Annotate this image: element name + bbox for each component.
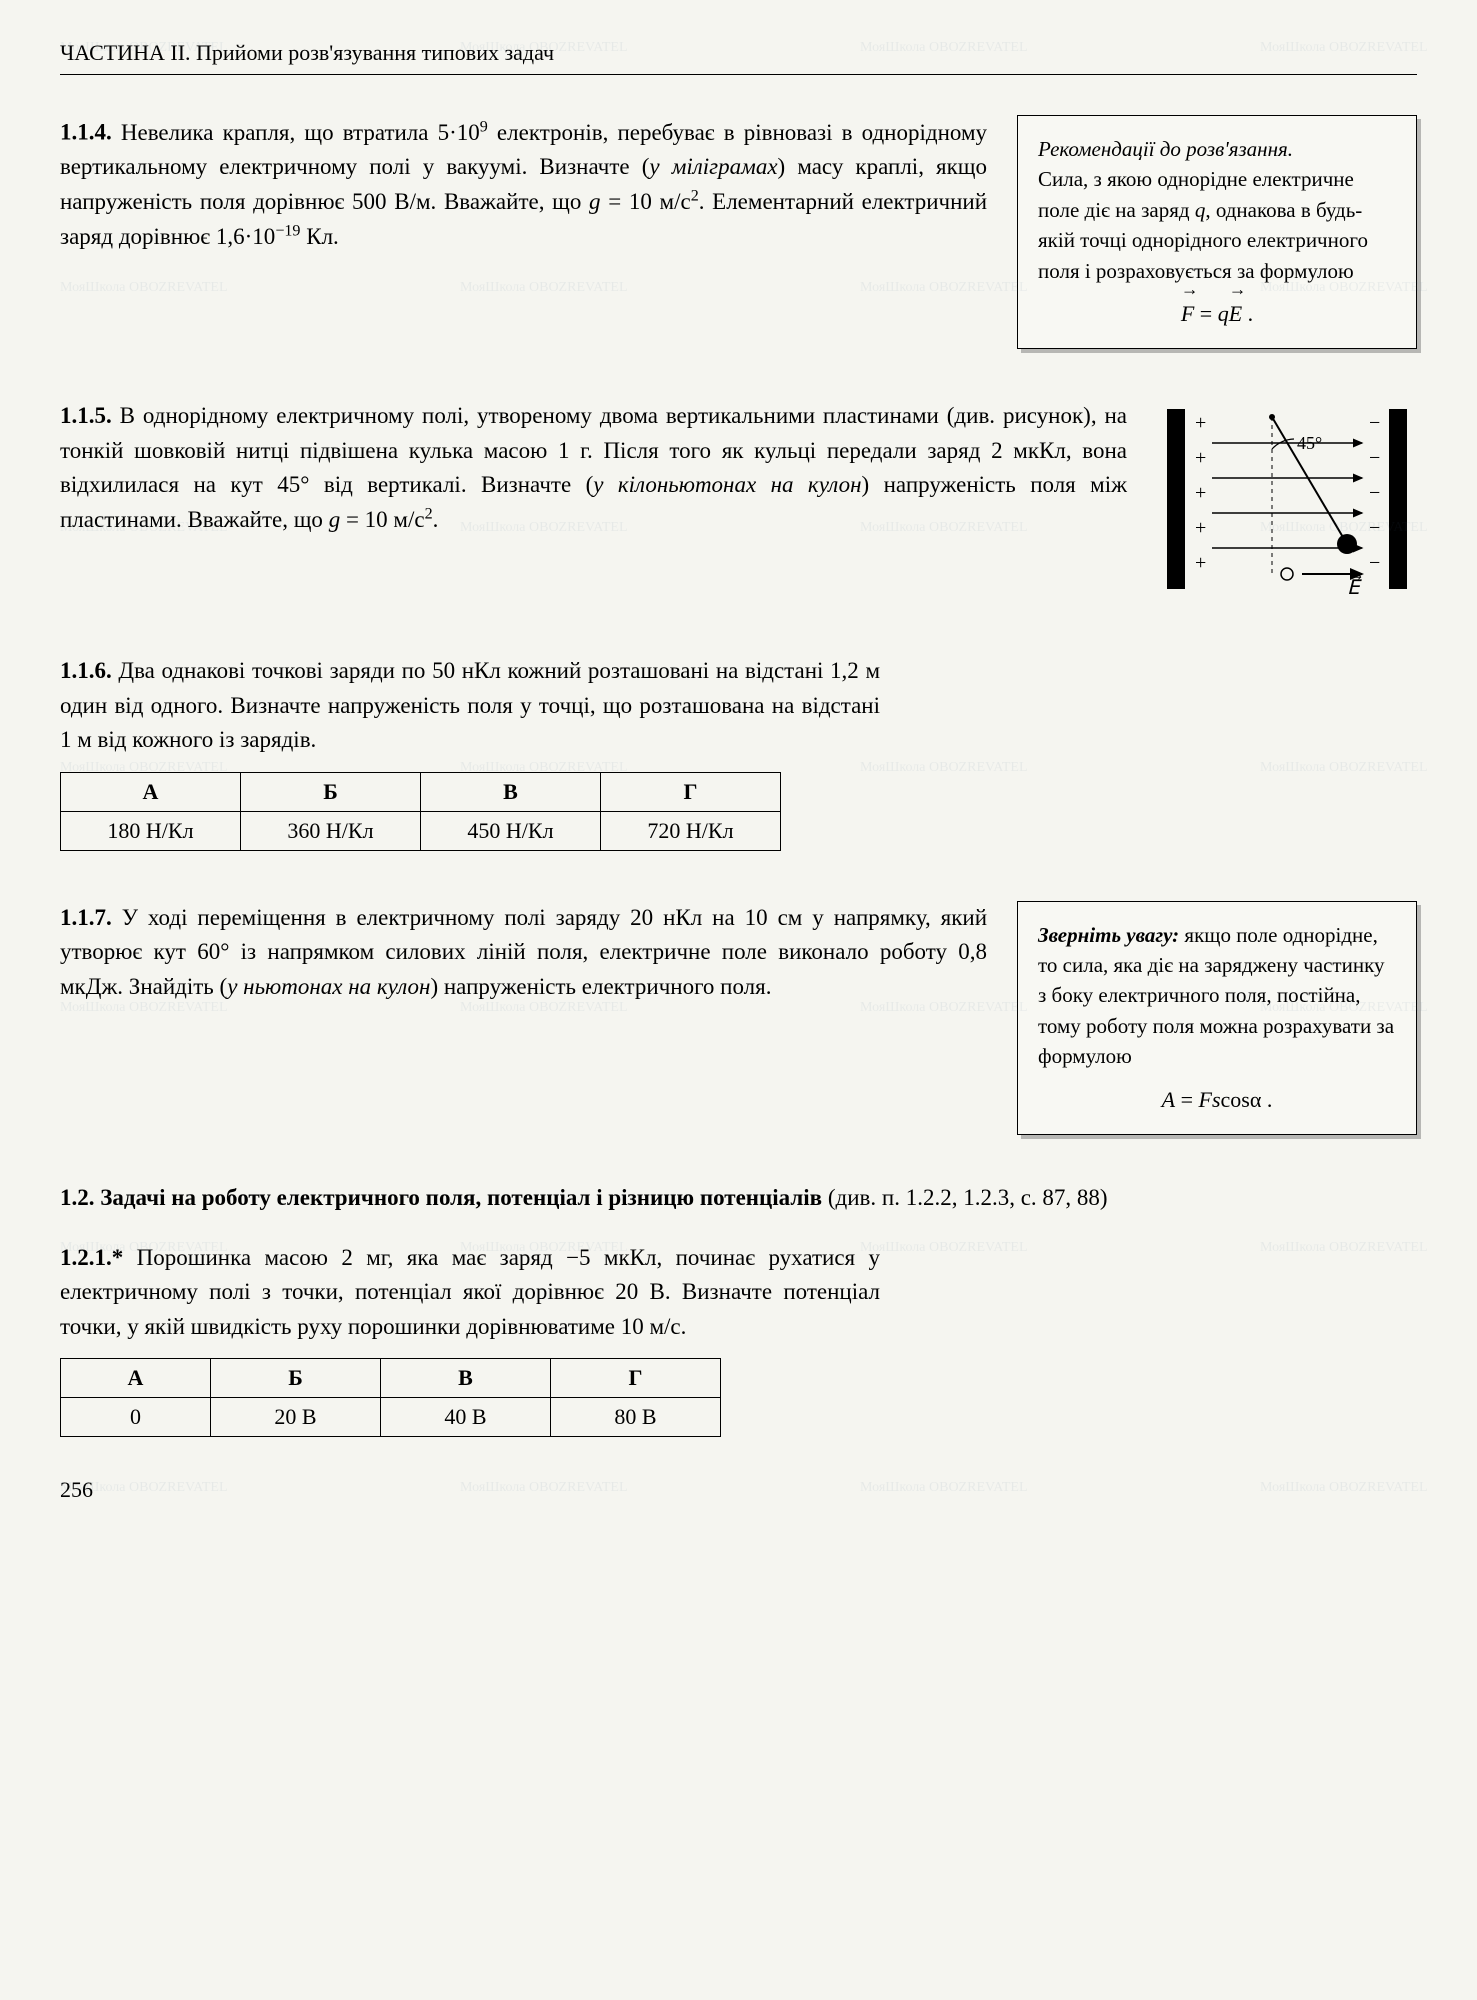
table-row: 180 Н/Кл 360 Н/Кл 450 Н/Кл 720 Н/Кл (61, 811, 781, 850)
td: 80 В (551, 1398, 721, 1437)
problem-num: 1.1.5. (60, 403, 112, 428)
td: 720 Н/Кл (601, 811, 781, 850)
td: 0 (61, 1398, 211, 1437)
table-row: 0 20 В 40 В 80 В (61, 1398, 721, 1437)
problem-121-text: 1.2.1.* Порошинка масою 2 мг, яка має за… (60, 1241, 880, 1345)
answer-table-121: А Б В Г 0 20 В 40 В 80 В (60, 1358, 721, 1437)
problem-116-text: 1.1.6. Два однакові точкові заряди по 50… (60, 654, 880, 758)
table-row: А Б В Г (61, 1359, 721, 1398)
page-header: ЧАСТИНА II. Прийоми розв'язування типови… (60, 40, 1417, 75)
page-number: 256 (60, 1477, 1417, 1503)
answer-table-116: А Б В Г 180 Н/Кл 360 Н/Кл 450 Н/Кл 720 Н… (60, 772, 781, 851)
svg-text:+: + (1195, 412, 1206, 434)
problem-body: В однорідному електричному полі, утворен… (60, 403, 1127, 532)
th-b: Б (241, 772, 421, 811)
problem-num: 1.1.4. (60, 120, 112, 145)
svg-text:−: − (1369, 552, 1380, 574)
problem-num: 1.1.7. (60, 905, 112, 930)
th-v: В (421, 772, 601, 811)
svg-text:+: + (1195, 517, 1206, 539)
hint-title: Рекомендації до розв'язання. (1038, 134, 1396, 164)
problem-body: У ході переміщення в електричному полі з… (60, 905, 987, 999)
td: 20 В (211, 1398, 381, 1437)
hint-box-117: Зверніть увагу: якщо поле однорідне, то … (1017, 901, 1417, 1135)
problem-body: Невелика крапля, що втратила 5·109 елект… (60, 120, 987, 250)
problem-117: 1.1.7. У ході переміщення в електричному… (60, 901, 1417, 1135)
table-row: А Б В Г (61, 772, 781, 811)
th-a: А (61, 772, 241, 811)
problem-num: 1.1.6. (60, 658, 112, 683)
section-title: Задачі на роботу електричного поля, поте… (100, 1185, 822, 1210)
td: 40 В (381, 1398, 551, 1437)
diagram-115: + + + + + − − − − − (1157, 399, 1417, 604)
hint-formula: F = qE . (1038, 298, 1396, 330)
td: 180 Н/Кл (61, 811, 241, 850)
hint-formula: A = Fscosα . (1038, 1084, 1396, 1116)
hint-body: Зверніть увагу: якщо поле однорідне, то … (1038, 920, 1396, 1072)
svg-text:−: − (1369, 517, 1380, 539)
section-num: 1.2. (60, 1185, 95, 1210)
th-v: В (381, 1359, 551, 1398)
section-ref: (див. п. 1.2.2, 1.2.3, с. 87, 88) (828, 1185, 1108, 1210)
problem-115: 1.1.5. В однорідному електричному полі, … (60, 399, 1417, 604)
svg-text:+: + (1195, 447, 1206, 469)
section-12-heading: 1.2. Задачі на роботу електричного поля,… (60, 1185, 1417, 1211)
header-text: ЧАСТИНА II. Прийоми розв'язування типови… (60, 40, 554, 65)
problem-body: Два однакові точкові заряди по 50 нКл ко… (60, 658, 880, 752)
svg-text:−: − (1369, 412, 1380, 434)
problem-121: 1.2.1.* Порошинка масою 2 мг, яка має за… (60, 1241, 1417, 1438)
td: 450 Н/Кл (421, 811, 601, 850)
svg-text:+: + (1195, 552, 1206, 574)
svg-text:E⃗: E⃗ (1347, 574, 1362, 599)
problem-body: Порошинка масою 2 мг, яка має заряд −5 м… (60, 1245, 880, 1339)
th-g: Г (601, 772, 781, 811)
th-g: Г (551, 1359, 721, 1398)
th-a: А (61, 1359, 211, 1398)
svg-text:+: + (1195, 482, 1206, 504)
problem-num: 1.2.1.* (60, 1245, 123, 1270)
problem-114: 1.1.4. Невелика крапля, що втратила 5·10… (60, 115, 1417, 349)
problem-115-text: 1.1.5. В однорідному електричному полі, … (60, 399, 1127, 538)
svg-text:−: − (1369, 482, 1380, 504)
problem-117-text: 1.1.7. У ході переміщення в електричному… (60, 901, 987, 1005)
problem-114-text: 1.1.4. Невелика крапля, що втратила 5·10… (60, 115, 987, 255)
td: 360 Н/Кл (241, 811, 421, 850)
svg-text:45°: 45° (1297, 433, 1322, 453)
hint-body: Сила, з якою однорідне електричне поле д… (1038, 164, 1396, 286)
svg-text:−: − (1369, 447, 1380, 469)
hint-box-114: Рекомендації до розв'язання. Сила, з яко… (1017, 115, 1417, 349)
th-b: Б (211, 1359, 381, 1398)
problem-116: 1.1.6. Два однакові точкові заряди по 50… (60, 654, 1417, 851)
